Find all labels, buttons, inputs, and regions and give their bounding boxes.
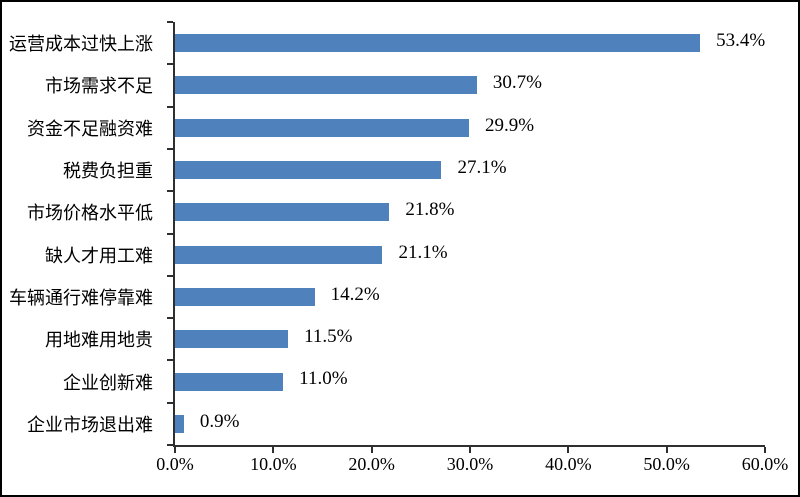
x-axis-tick [469, 447, 471, 453]
category-label: 市场需求不足 [45, 76, 153, 97]
value-label: 30.7% [492, 72, 542, 94]
y-axis-tick [167, 105, 173, 108]
value-label: 11.5% [304, 326, 353, 348]
category-label: 缺人才用工难 [45, 245, 153, 266]
x-axis-tick-label: 50.0% [643, 454, 690, 474]
x-axis-tick-label: 20.0% [348, 454, 395, 474]
category-label: 运营成本过快上涨 [9, 34, 153, 55]
bar [175, 372, 284, 391]
value-label: 53.4% [716, 30, 766, 51]
bar-row: 14.2% [175, 276, 765, 318]
x-axis-tick [567, 447, 570, 453]
bar [175, 245, 383, 264]
value-label: 14.2% [330, 283, 380, 305]
value-label: 27.1% [457, 156, 507, 178]
bar [175, 330, 289, 349]
category-label: 车辆通行难停靠难 [9, 287, 153, 308]
y-axis-line [173, 22, 175, 447]
category-label: 用地难用地贵 [45, 330, 153, 351]
bar-row: 21.1% [175, 234, 765, 276]
x-axis-tick-label: 10.0% [250, 454, 297, 474]
x-axis-tick [174, 447, 176, 453]
x-axis-tick [665, 447, 668, 453]
bar [175, 161, 442, 180]
bar [175, 287, 315, 306]
category-label: 税费负担重 [63, 161, 153, 182]
y-axis-tick [167, 63, 173, 66]
bar-row: 11.5% [175, 318, 765, 360]
bar-row: 21.8% [175, 191, 765, 233]
bar [175, 414, 184, 433]
y-axis-tick [167, 274, 173, 277]
bar-row: 27.1% [175, 149, 765, 191]
value-label: 29.9% [485, 114, 535, 136]
bar-row: 53.4% [175, 22, 765, 64]
bar-row: 0.9% [175, 403, 765, 445]
bar [175, 203, 390, 222]
value-label: 21.8% [405, 199, 455, 221]
y-axis-tick [167, 359, 173, 362]
x-axis-tick [764, 447, 766, 453]
category-label: 市场价格水平低 [27, 203, 153, 224]
bar-row: 30.7% [175, 64, 765, 106]
bar [175, 34, 701, 53]
y-axis-tick [167, 444, 173, 446]
value-label: 0.9% [199, 410, 240, 432]
x-axis-line [173, 445, 765, 447]
x-axis-tick-label: 40.0% [545, 454, 592, 474]
y-axis-tick [167, 147, 173, 150]
value-label: 11.0% [299, 368, 348, 390]
bar-row: 29.9% [175, 107, 765, 149]
x-axis-tick [272, 447, 275, 453]
bar [175, 118, 470, 137]
value-label: 21.1% [398, 241, 448, 263]
y-axis-tick [167, 401, 173, 404]
y-axis-tick [167, 190, 173, 193]
x-axis-tick-label: 60.0% [741, 454, 789, 474]
category-label: 企业市场退出难 [27, 414, 153, 435]
bar-row: 11.0% [175, 360, 765, 402]
category-label: 企业创新难 [63, 372, 153, 393]
category-label: 资金不足融资难 [27, 118, 153, 139]
x-axis-tick-label: 0.0% [156, 454, 194, 474]
x-axis-tick [370, 447, 373, 453]
x-axis-tick-label: 30.0% [446, 454, 494, 474]
y-axis-tick [167, 232, 173, 235]
bar [175, 76, 477, 95]
y-axis-tick [167, 317, 173, 320]
y-axis-tick [167, 21, 173, 23]
